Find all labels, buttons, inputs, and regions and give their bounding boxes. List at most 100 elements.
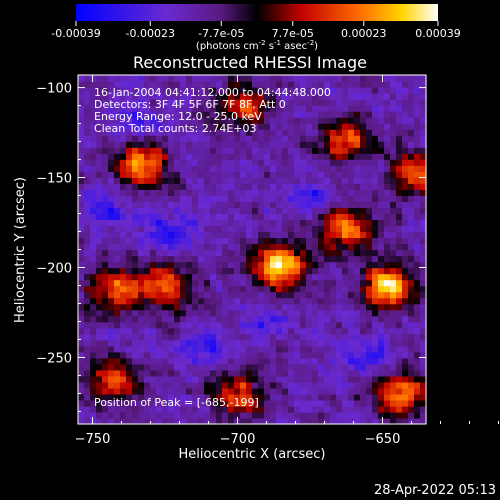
heatmap-cell [216, 99, 223, 106]
heatmap-cell [372, 129, 379, 136]
heatmap-cell [252, 75, 259, 82]
heatmap-cell [192, 81, 199, 88]
heatmap-cell [138, 291, 145, 299]
heatmap-cell [300, 339, 307, 347]
heatmap-cell [366, 225, 373, 233]
heatmap-cell [240, 177, 247, 184]
heatmap-cell [366, 351, 373, 359]
heatmap-cell [306, 111, 313, 118]
heatmap-cell [414, 303, 421, 311]
heatmap-cell [138, 183, 145, 190]
heatmap-cell [360, 231, 367, 239]
heatmap-cell [252, 345, 259, 353]
heatmap-cell [270, 135, 277, 142]
heatmap-cell [126, 111, 133, 118]
heatmap-cell [402, 99, 409, 106]
heatmap-cell [96, 225, 103, 233]
heatmap-cell [234, 171, 241, 178]
heatmap-cell [78, 321, 85, 329]
heatmap-cell [252, 219, 259, 227]
heatmap-cell [306, 93, 313, 100]
heatmap-cell [84, 261, 91, 269]
heatmap-cell [360, 153, 367, 160]
heatmap-cell [198, 321, 205, 329]
heatmap-cell [204, 321, 211, 329]
heatmap-cell [408, 351, 415, 359]
heatmap-cell [264, 411, 271, 419]
heatmap-cell [288, 411, 295, 419]
heatmap-cell [264, 141, 271, 148]
heatmap-cell [414, 333, 421, 341]
heatmap-cell [198, 123, 205, 130]
heatmap-cell [96, 411, 103, 419]
heatmap-cell [276, 201, 283, 208]
heatmap-cell [102, 381, 109, 389]
heatmap-cell [378, 105, 385, 112]
heatmap-cell [132, 279, 139, 287]
heatmap-cell [366, 327, 373, 335]
heatmap-cell [96, 165, 103, 172]
heatmap-cell [324, 159, 331, 166]
heatmap-cell [294, 159, 301, 166]
heatmap-cell [372, 201, 379, 208]
heatmap-cell [96, 309, 103, 317]
heatmap-cell [126, 237, 133, 245]
heatmap-cell [222, 213, 229, 221]
heatmap-cell [102, 285, 109, 293]
heatmap-cell [174, 363, 181, 371]
heatmap-cell [96, 249, 103, 257]
heatmap-cell [126, 363, 133, 371]
heatmap-cell [210, 351, 217, 359]
heatmap-cell [252, 147, 259, 154]
heatmap-cell [330, 81, 337, 88]
heatmap-cell [324, 147, 331, 154]
heatmap-cell [288, 285, 295, 293]
heatmap-cell [408, 105, 415, 112]
heatmap-cell [420, 111, 427, 118]
heatmap-cell [240, 279, 247, 287]
heatmap-cell [150, 237, 157, 245]
heatmap-cell [264, 375, 271, 383]
heatmap-cell [240, 339, 247, 347]
heatmap-cell [192, 357, 199, 365]
heatmap-cell [96, 111, 103, 118]
heatmap-cell [96, 333, 103, 341]
heatmap-cell [228, 303, 235, 311]
heatmap-cell [372, 255, 379, 263]
heatmap-cell [342, 171, 349, 178]
heatmap-cell [342, 387, 349, 395]
heatmap-cell [162, 255, 169, 263]
heatmap-cell [300, 153, 307, 160]
heatmap-cell [204, 123, 211, 130]
heatmap-cell [378, 405, 385, 413]
heatmap-cell [336, 345, 343, 353]
heatmap-cell [156, 135, 163, 142]
heatmap-cell [330, 285, 337, 293]
heatmap-cell [222, 81, 229, 88]
heatmap-cell [180, 291, 187, 299]
heatmap-cell [240, 189, 247, 196]
heatmap-cell [312, 237, 319, 245]
heatmap-cell [204, 393, 211, 401]
heatmap-cell [324, 117, 331, 124]
heatmap-cell [420, 201, 427, 208]
heatmap-cell [354, 273, 361, 281]
heatmap-cell [330, 213, 337, 221]
heatmap-cell [396, 243, 403, 251]
heatmap-cell [252, 99, 259, 106]
heatmap-cell [390, 129, 397, 136]
heatmap-cell [324, 291, 331, 299]
heatmap-cell [372, 171, 379, 178]
heatmap-cell [114, 297, 121, 305]
heatmap-cell [348, 345, 355, 353]
heatmap-cell [156, 153, 163, 160]
heatmap-cell [378, 363, 385, 371]
heatmap-cell [294, 285, 301, 293]
heatmap-cell [336, 87, 343, 94]
heatmap-cell [120, 345, 127, 353]
heatmap-cell [360, 303, 367, 311]
heatmap-cell [384, 393, 391, 401]
heatmap-cell [96, 237, 103, 245]
heatmap-cell [162, 357, 169, 365]
heatmap-cell [384, 417, 391, 425]
